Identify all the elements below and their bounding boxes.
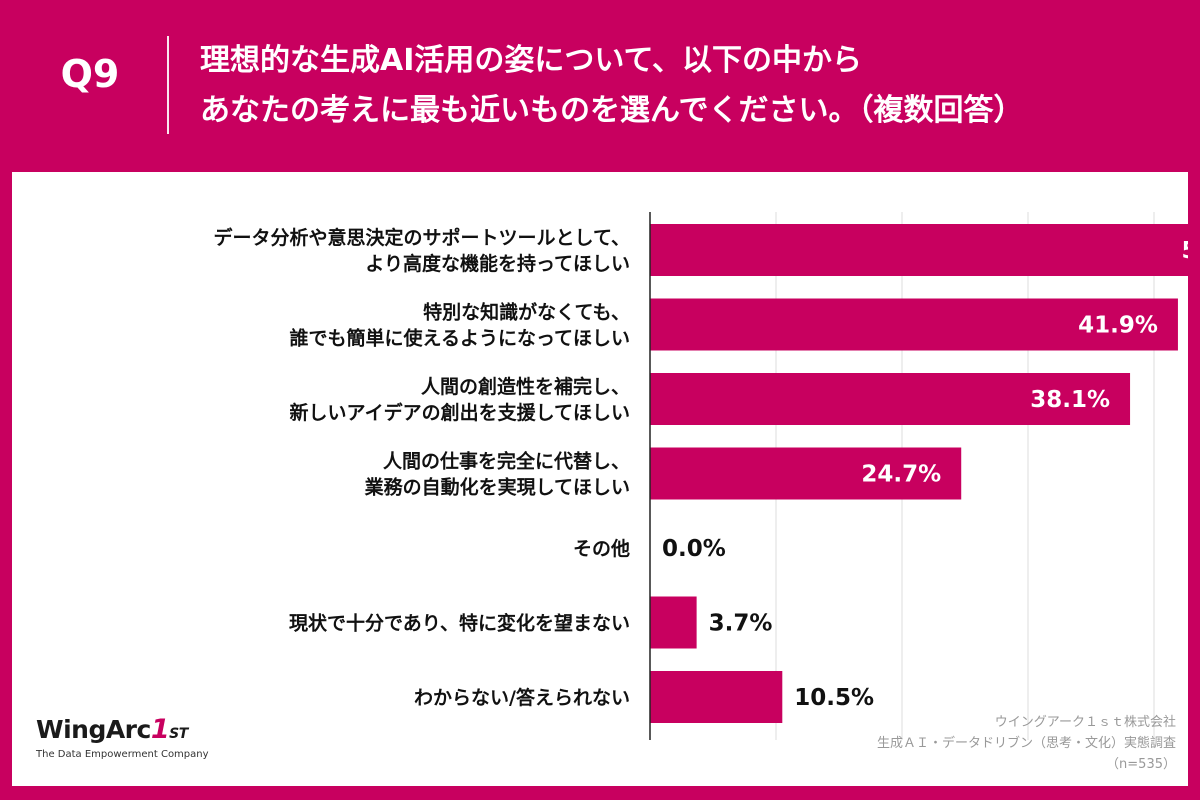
source-company: ウイングアーク１ｓｔ株式会社: [994, 715, 1176, 730]
source-survey: 生成ＡＩ・データドリブン（思考・文化）実態調査: [876, 736, 1176, 751]
category-label: より高度な機能を持ってほしい: [365, 252, 630, 275]
data-label: 50.1%: [1181, 238, 1188, 264]
data-label: 41.9%: [1078, 313, 1158, 339]
question-title: 理想的な生成AI活用の姿について、以下の中から あなたの考えに最も近いものを選ん…: [200, 36, 1190, 136]
source-note: ウイングアーク１ｓｔ株式会社 生成ＡＩ・データドリブン（思考・文化）実態調査 （…: [756, 712, 1176, 775]
chart-panel: 50.1% データ分析や意思決定のサポートツールとして、より高度な機能を持ってほし…: [12, 172, 1188, 786]
bar-chart: 50.1% データ分析や意思決定のサポートツールとして、より高度な機能を持ってほし…: [214, 212, 1188, 740]
bar: [650, 596, 697, 649]
category-label: 誰でも簡単に使えるようになってほしい: [290, 327, 630, 350]
category-label: その他: [573, 537, 630, 560]
wingarc-logo: WingArc1ST The Data Empowerment Company: [36, 714, 209, 760]
logo-mark: 1: [150, 714, 170, 745]
category-label: わからない/答えられない: [414, 686, 630, 709]
category-label: 現状で十分であり、特に変化を望まない: [289, 612, 630, 635]
data-label: 24.7%: [861, 462, 941, 488]
data-label: 38.1%: [1030, 387, 1110, 413]
category-label: 人間の創造性を補完し、: [421, 375, 630, 398]
logo-tagline: The Data Empowerment Company: [36, 749, 209, 760]
category-label: 新しいアイデアの創出を支援してほしい: [290, 401, 630, 424]
logo-wordmark: WingArc1ST: [36, 714, 209, 745]
logo-name-prefix: WingArc: [36, 715, 151, 744]
question-title-line-1: 理想的な生成AI活用の姿について、以下の中から: [200, 43, 862, 78]
data-label: 3.7%: [709, 611, 773, 637]
question-number: Q9: [60, 52, 120, 96]
bar: [650, 298, 1178, 351]
source-sample: （n=535）: [1106, 757, 1176, 772]
question-header: Q9 理想的な生成AI活用の姿について、以下の中から あなたの考えに最も近いもの…: [0, 0, 1200, 170]
category-label: 特別な知識がなくても、: [423, 301, 630, 324]
category-label: 人間の仕事を完全に代替し、: [383, 450, 630, 473]
data-label: 10.5%: [794, 685, 874, 711]
logo-name-suffix: ST: [169, 726, 188, 742]
category-label: データ分析や意思決定のサポートツールとして、: [214, 226, 630, 249]
header-divider: [167, 36, 169, 134]
data-label: 0.0%: [662, 536, 726, 562]
bar: [650, 373, 1131, 425]
bar: [650, 447, 962, 500]
bar: [650, 671, 783, 723]
category-label: 業務の自動化を実現してほしい: [364, 476, 630, 499]
bar: [650, 224, 1188, 276]
question-title-line-2: あなたの考えに最も近いものを選んでください。（複数回答）: [200, 93, 1024, 128]
